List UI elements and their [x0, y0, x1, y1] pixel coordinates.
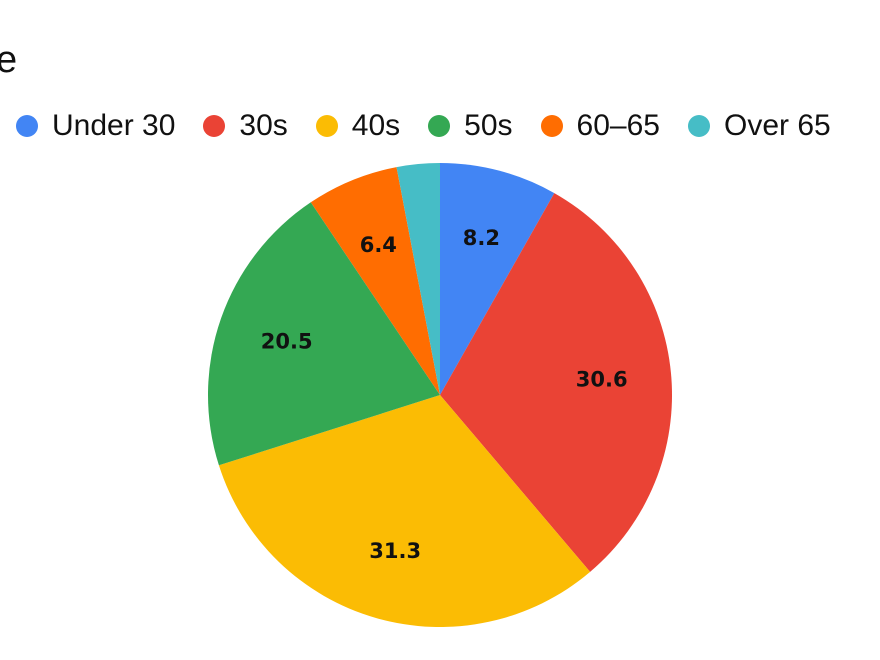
legend: Under 30 30s 40s 50s 60–65 Over 65 [16, 106, 831, 146]
legend-swatch-50s [428, 115, 451, 137]
slice-label-60-65: 6.4 [360, 233, 397, 257]
pie-slice-60-65 [310, 167, 440, 395]
legend-item-60-65: 60–65 [540, 109, 660, 143]
chart-title: e [0, 39, 18, 81]
slice-label-under-30: 8.2 [463, 226, 500, 250]
legend-swatch-30s [203, 115, 226, 137]
pie-slice-30s [440, 193, 673, 572]
legend-item-over-65: Over 65 [687, 109, 831, 143]
legend-label-40s: 40s [351, 109, 401, 142]
legend-label-under-30: Under 30 [52, 109, 176, 142]
pie-slice-40s [218, 395, 591, 627]
pie-slice-under-30 [440, 163, 555, 395]
legend-label-50s: 50s [464, 109, 513, 142]
legend-item-40s: 40s [315, 109, 401, 143]
legend-item-50s: 50s [428, 109, 513, 143]
slice-label-40s: 31.3 [369, 539, 421, 563]
legend-label-over-65: Over 65 [723, 109, 831, 142]
legend-swatch-40s [315, 115, 338, 137]
legend-swatch-over-65 [687, 115, 710, 137]
legend-swatch-60-65 [540, 115, 563, 137]
legend-label-30s: 30s [239, 109, 288, 142]
pie-slice-over-65 [396, 163, 440, 395]
legend-label-60-65: 60–65 [576, 109, 660, 142]
legend-item-under-30: Under 30 [16, 109, 175, 143]
slice-label-30s: 30.6 [576, 368, 628, 392]
legend-item-30s: 30s [203, 109, 288, 143]
slice-label-50s: 20.5 [261, 329, 313, 353]
pie-slice-50s [208, 202, 440, 466]
legend-swatch-under-30 [16, 115, 38, 137]
